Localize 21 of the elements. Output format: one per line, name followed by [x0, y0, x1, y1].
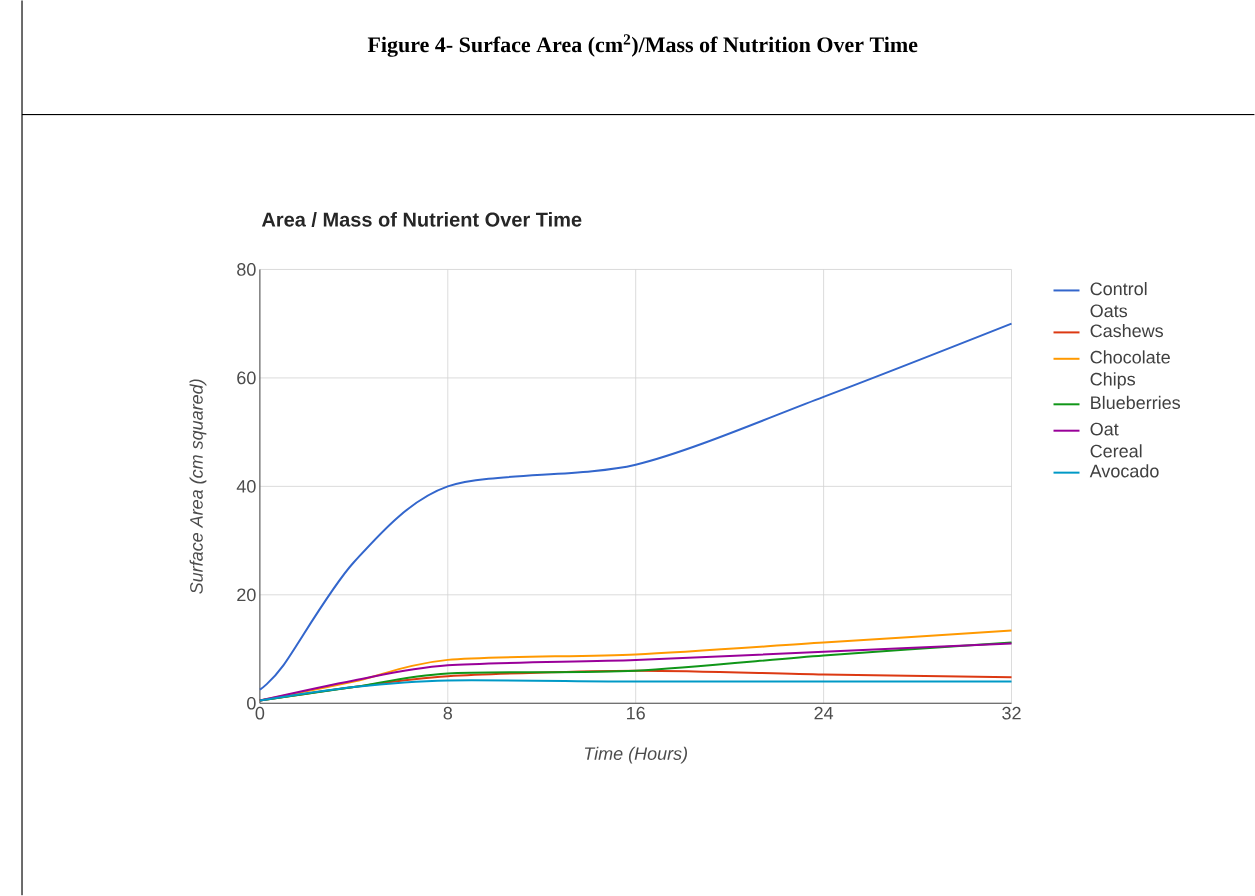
legend-label: Chocolate Chips: [1090, 350, 1170, 390]
x-tick-label: 0: [255, 706, 265, 720]
x-tick-label: 16: [627, 706, 645, 720]
chart-subtitle: Area / Mass of Nutrient Over Time: [261, 212, 582, 227]
x-tick-label: 8: [443, 706, 453, 720]
y-axis-title: Surface Area (cm squared): [189, 379, 207, 594]
legend-label: Control Oats: [1090, 282, 1147, 318]
legend-label: Cashews: [1090, 324, 1164, 338]
line-series: [258, 322, 1013, 691]
x-axis-title: Time (Hours): [584, 746, 688, 764]
y-tick-label: 60: [237, 371, 256, 385]
x-tick-label: 32: [1002, 706, 1021, 720]
legend-label: Avocado: [1089, 464, 1159, 478]
y-tick-label: 20: [237, 588, 256, 602]
legend-label: Oat Cereal: [1090, 422, 1142, 458]
x-tick-label: 24: [814, 706, 834, 720]
y-tick-label: 40: [236, 480, 256, 493]
legend-label: Blueberries: [1091, 395, 1181, 410]
chart-title: Figure 4- Surface Area (cm$^{2}$)/Mass of Nutrition Over Time: [367, 34, 918, 57]
y-tick-label: 0: [247, 696, 256, 710]
y-tick-label: 80: [237, 263, 256, 276]
